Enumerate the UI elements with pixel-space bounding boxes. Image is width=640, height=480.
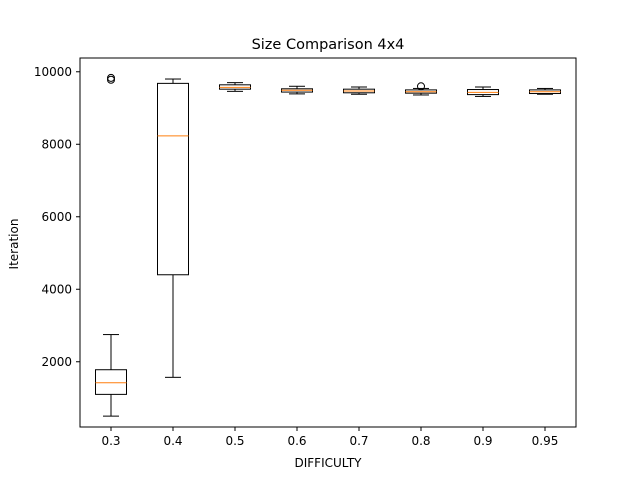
box-0.6 — [281, 85, 313, 95]
y-tick-label: 6000 — [41, 210, 72, 224]
box-0.9 — [467, 86, 499, 97]
box-0.4 — [157, 78, 189, 378]
x-tick-label: 0.5 — [225, 434, 244, 448]
box-0.5 — [219, 82, 251, 92]
box-0.95 — [529, 87, 561, 95]
plot-area — [95, 73, 561, 417]
box-0.3 — [95, 73, 127, 417]
x-axis-title: DIFFICULTY — [295, 456, 363, 470]
y-tick-label: 4000 — [41, 282, 72, 296]
box-iqr — [95, 369, 127, 395]
box-0.7 — [343, 86, 375, 95]
outlier-point — [107, 73, 115, 82]
axes: 0.3 0.4 0.5 0.6 0.7 0.8 0.9 0.95 2000 4000 6000 800… — [34, 57, 577, 448]
y-tick-label: 8000 — [41, 137, 72, 151]
chart-title: Size Comparison 4x4 — [252, 37, 405, 53]
y-tick-label: 10000 — [34, 65, 72, 79]
x-tick-label: 0.7 — [349, 434, 368, 448]
box-iqr — [157, 82, 189, 276]
x-tick-label: 0.4 — [163, 434, 182, 448]
y-tick-label: 2000 — [41, 355, 72, 369]
x-tick-label: 0.8 — [411, 434, 430, 448]
x-tick-label: 0.6 — [287, 434, 306, 448]
plot-frame — [79, 57, 577, 428]
x-tick-label: 0.95 — [532, 434, 559, 448]
x-tick-label: 0.3 — [101, 434, 120, 448]
x-tick-label: 0.9 — [473, 434, 492, 448]
outlier-point — [417, 82, 425, 91]
box-0.8 — [405, 82, 437, 96]
y-axis-title: Iteration — [7, 219, 21, 270]
